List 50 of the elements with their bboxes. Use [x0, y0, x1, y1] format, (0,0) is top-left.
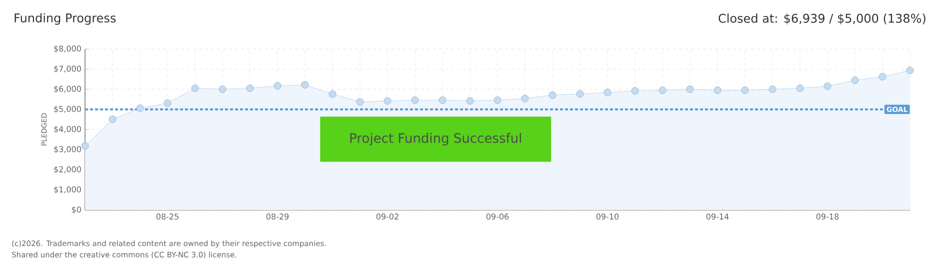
point — [438, 96, 446, 104]
point — [631, 87, 639, 95]
point — [191, 84, 199, 92]
point — [686, 86, 694, 93]
point — [356, 98, 364, 106]
point — [906, 66, 914, 74]
point — [824, 82, 832, 90]
point — [411, 96, 419, 104]
annotation: Project Funding Successful — [350, 132, 521, 146]
x-tick-label: 08-29 — [266, 214, 289, 220]
y-tick-label: $3,000 — [54, 146, 81, 154]
point — [576, 90, 584, 98]
point — [658, 86, 666, 94]
point — [548, 91, 556, 99]
point — [878, 73, 886, 80]
point — [466, 97, 474, 105]
point — [301, 81, 309, 89]
point — [246, 84, 254, 92]
chart-subtitle: Closed at: $6,939 / $5,000 (138%) — [718, 14, 926, 24]
point — [796, 84, 804, 92]
x-tick-label: 08-25 — [156, 214, 178, 220]
point — [384, 97, 392, 105]
y-tick-label: $5,000 — [54, 106, 81, 113]
point — [108, 116, 116, 123]
point — [741, 86, 749, 94]
y-tick-label: $1,000 — [54, 186, 81, 194]
point — [274, 82, 282, 90]
point — [81, 142, 89, 150]
point — [521, 94, 529, 102]
y-tick-label: $2,000 — [54, 166, 81, 174]
y-tick-label: $0 — [72, 206, 81, 214]
x-tick-label: 09-10 — [596, 214, 619, 220]
x-tick-label: 09-06 — [486, 214, 509, 220]
point — [136, 104, 144, 112]
point — [851, 76, 859, 84]
x-tick-label: 09-18 — [816, 214, 839, 220]
point — [494, 96, 502, 104]
y-tick-label: $4,000 — [54, 126, 81, 134]
x-tick-label: 09-02 — [376, 214, 398, 220]
point — [164, 99, 172, 107]
point — [714, 86, 722, 94]
y-tick-label: $8,000 — [54, 45, 81, 53]
y-tick-label: $6,000 — [54, 86, 81, 93]
x-tick-label: 09-14 — [706, 214, 729, 220]
y-tick-label: $7,000 — [54, 66, 81, 73]
point — [218, 86, 226, 93]
point — [768, 86, 776, 93]
chart-title: Funding Progress — [14, 13, 116, 25]
point — [328, 90, 336, 98]
point — [604, 88, 612, 96]
